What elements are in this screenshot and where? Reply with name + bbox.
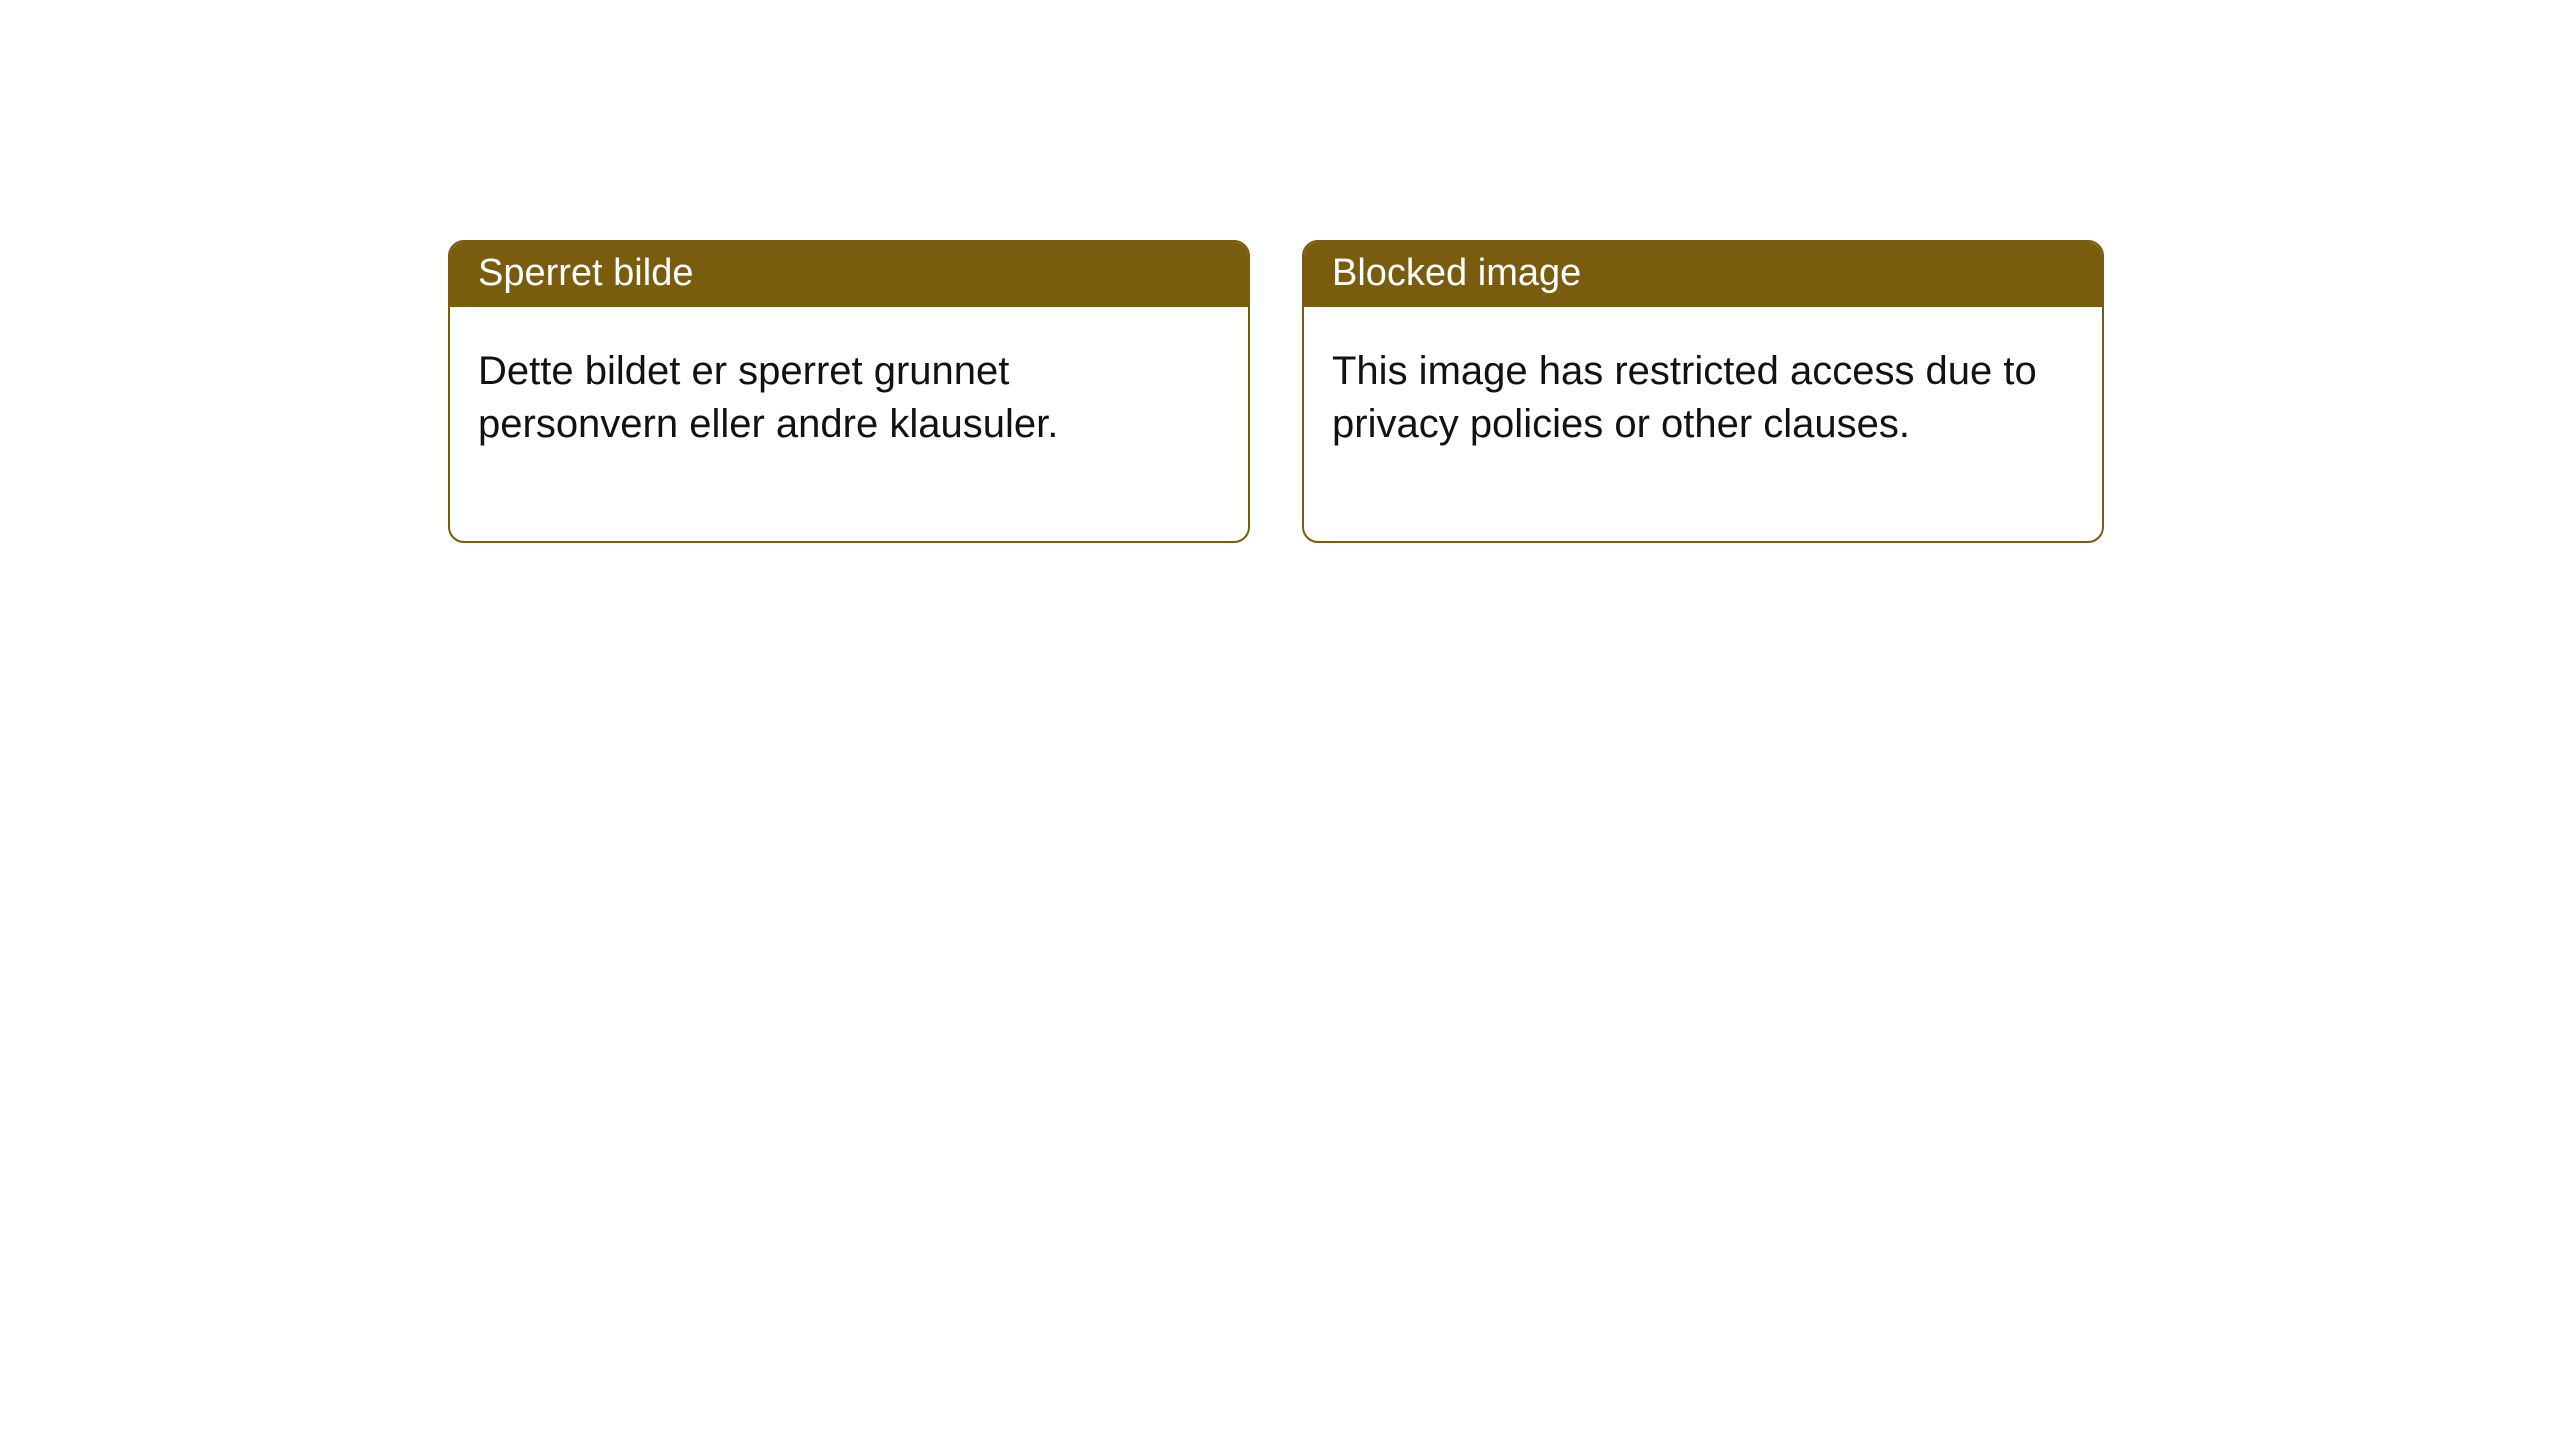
notice-container: Sperret bilde Dette bildet er sperret gr… <box>0 0 2560 543</box>
card-header-english: Blocked image <box>1304 242 2102 307</box>
blocked-image-card-english: Blocked image This image has restricted … <box>1302 240 2104 543</box>
blocked-image-card-norwegian: Sperret bilde Dette bildet er sperret gr… <box>448 240 1250 543</box>
card-body-norwegian: Dette bildet er sperret grunnet personve… <box>450 307 1248 541</box>
card-body-english: This image has restricted access due to … <box>1304 307 2102 541</box>
card-header-norwegian: Sperret bilde <box>450 242 1248 307</box>
